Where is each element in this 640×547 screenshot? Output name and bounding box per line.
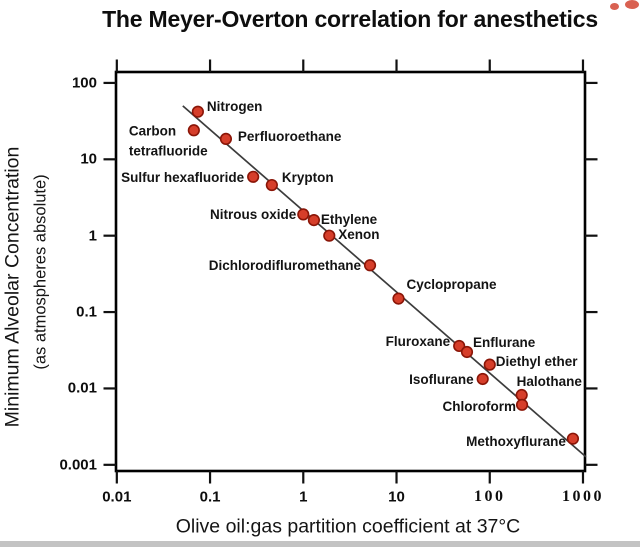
data-point-xenon — [323, 229, 336, 242]
watermark-fragment — [625, 0, 639, 9]
y-axis-title: Minimum Alveolar Concentration — [1, 146, 24, 428]
data-point-cyclopropane — [392, 292, 405, 305]
data-point-methoxyflurane — [566, 432, 580, 445]
chart-title: The Meyer-Overton correlation for anesth… — [102, 6, 598, 32]
data-point-enflurane — [460, 345, 474, 359]
data-point-dichlorodifluromethane — [363, 259, 377, 272]
data-point-diethyl-ether — [483, 358, 496, 371]
data-point-krypton — [265, 178, 278, 192]
data-point-chloroform — [515, 398, 529, 411]
data-point-fluroxane — [453, 339, 466, 353]
y-axis-subtitle: (as atmospheres absolute) — [31, 174, 50, 370]
plot-border — [114, 70, 587, 473]
image-edge-artifact — [0, 541, 640, 547]
data-point-perfluoroethane — [219, 132, 233, 145]
data-point-carbon-tetrafluoride — [187, 124, 200, 137]
data-point-isoflurane — [476, 372, 489, 386]
data-point-halothane — [515, 388, 528, 402]
data-point-nitrous-oxide — [297, 208, 310, 221]
x-axis-title: Olive oil:gas partition coefficient at 3… — [175, 515, 521, 538]
data-point-nitrogen — [191, 105, 204, 118]
data-point-sulfur-hexafluoride — [247, 170, 260, 183]
watermark-fragment — [610, 3, 619, 10]
data-point-ethylene — [307, 213, 321, 227]
